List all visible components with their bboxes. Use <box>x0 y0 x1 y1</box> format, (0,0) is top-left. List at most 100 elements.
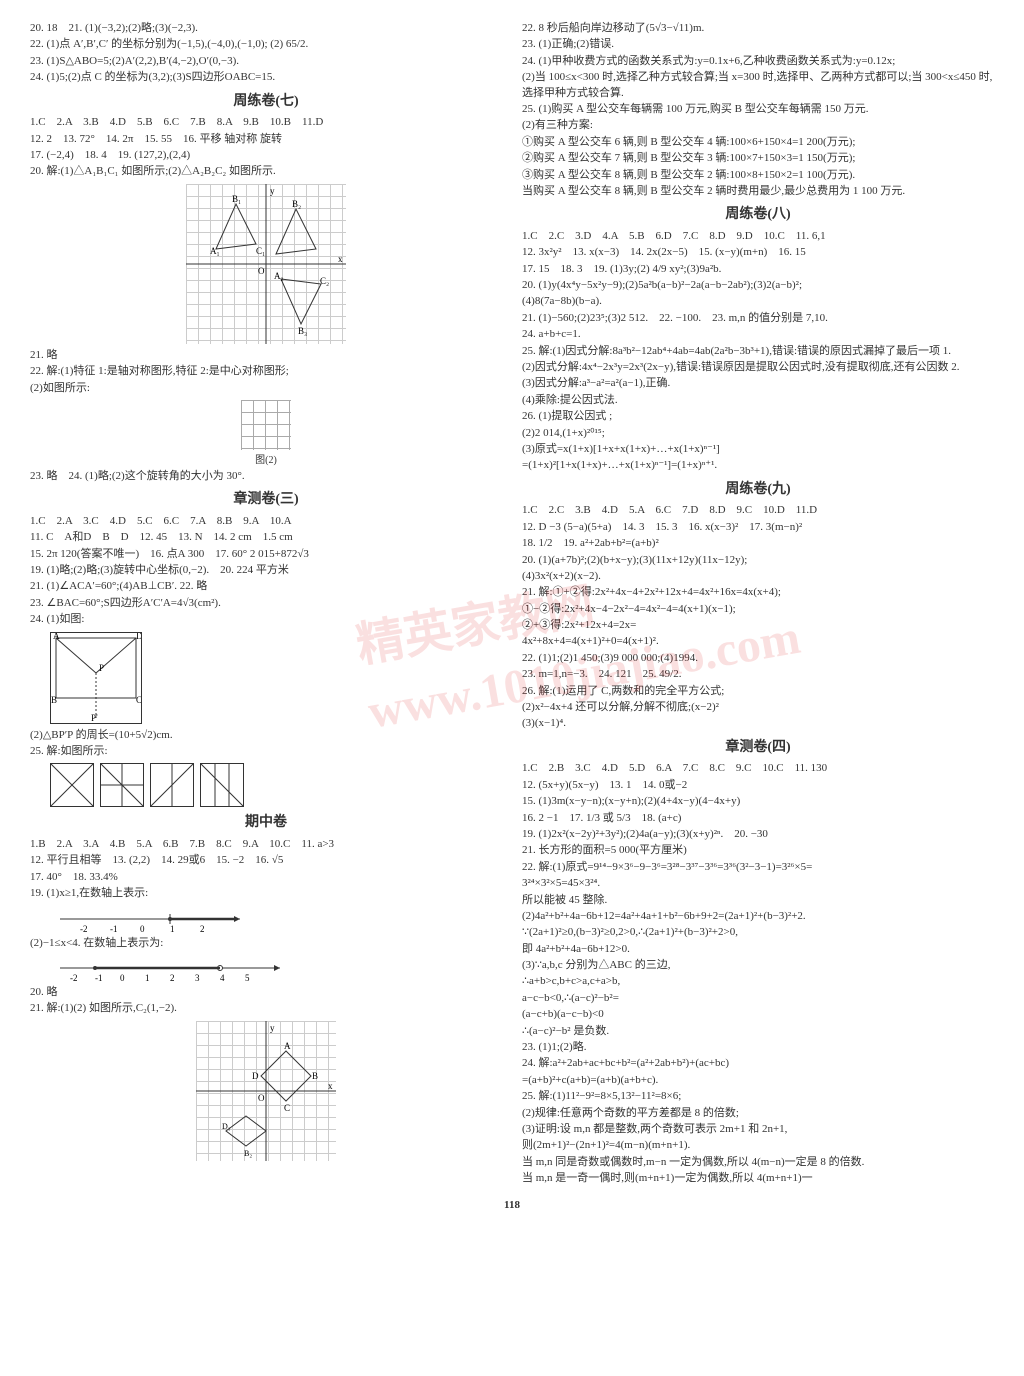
text-line: 23. 略 24. (1)略;(2)这个旋转角的大小为 30°. <box>30 469 502 484</box>
text-line: 22. 解:(1)特征 1:是轴对称图形,特征 2:是中心对称图形; <box>30 364 502 379</box>
text-line: 则(2m+1)²−(2n+1)²=4(m−n)(m+n+1). <box>522 1138 994 1153</box>
text-line: 当购买 A 型公交车 8 辆,则 B 型公交车 2 辆时费用最少,最少总费用为 … <box>522 184 994 199</box>
svg-text:3: 3 <box>195 973 200 983</box>
grid-figure-triangles: x y O B₁ A₁ C₁ B₂ B₃ C₂ A₂ <box>186 184 346 344</box>
svg-text:-2: -2 <box>70 973 78 983</box>
text-line: (3)原式=x(1+x)[1+x+x(1+x)+…+x(1+x)ⁿ⁻¹] <box>522 442 994 457</box>
svg-text:C₁: C₁ <box>256 246 265 256</box>
text-line: 21. 略 <box>30 348 502 363</box>
page-number: 118 <box>30 1198 994 1213</box>
svg-text:B₃: B₃ <box>298 326 307 336</box>
text-line: 25. 解:(1)11²−9²=8×5,13²−11²=8×6; <box>522 1089 994 1104</box>
svg-text:C: C <box>284 1103 290 1113</box>
svg-text:2: 2 <box>170 973 175 983</box>
text-line: ∵(2a+1)²≥0,(b−3)²≥0,2>0,∴(2a+1)²+(b−3)²+… <box>522 925 994 940</box>
text-line: 24. (1)甲种收费方式的函数关系式为:y=0.1x+6,乙种收费函数关系式为… <box>522 54 994 69</box>
text-line: 23. m=1,n=−3. 24. 121 25. 49/2. <box>522 667 994 682</box>
text-line: 所以能被 45 整除. <box>522 893 994 908</box>
text-line: 1.C 2.B 3.C 4.D 5.D 6.A 7.C 8.C 9.C 10.C… <box>522 761 994 776</box>
svg-text:1: 1 <box>170 924 175 934</box>
text-line: ③购买 A 型公交车 8 辆,则 B 型公交车 2 辆:100×8+150×2=… <box>522 168 994 183</box>
text-line: (3)(x−1)⁴. <box>522 716 994 731</box>
text-line: 21. 解:①+②得:2x²+4x−4+2x²+12x+4=4x²+16x=4x… <box>522 585 994 600</box>
text-line: 24. 解:a²+2ab+ac+bc+b²=(a²+2ab+b²)+(ac+bc… <box>522 1056 994 1071</box>
section-title-qizhong: 期中卷 <box>30 813 502 833</box>
text-line: 12. D −3 (5−a)(5+a) 14. 3 15. 3 16. x(x−… <box>522 520 994 535</box>
text-line: 20. 解:(1)△A₁B₁C₁ 如图所示;(2)△A₂B₂C₂ 如图所示. <box>30 164 502 179</box>
text-line: 21. (1)∠ACA′=60°;(4)AB⊥CB′. 22. 略 <box>30 579 502 594</box>
text-line: (4)乘除:提公因式法. <box>522 393 994 408</box>
text-line: =(a+b)²+c(a+b)=(a+b)(a+b+c). <box>522 1073 994 1088</box>
svg-text:x: x <box>338 254 343 264</box>
text-line: 19. (1)2x²(x−2y)²+3y²);(2)4a(a−y);(3)(x+… <box>522 827 994 842</box>
left-column: 20. 18 21. (1)(−3,2);(2)略;(3)(−2,3). 22.… <box>30 20 502 1188</box>
text-line: 12. 平行且相等 13. (2,2) 14. 29或6 15. −2 16. … <box>30 853 502 868</box>
svg-text:B₂: B₂ <box>244 1149 252 1158</box>
svg-text:B: B <box>51 695 57 705</box>
svg-text:P′: P′ <box>91 713 98 723</box>
page-container: 20. 18 21. (1)(−3,2);(2)略;(3)(−2,3). 22.… <box>30 20 994 1188</box>
text-line: (4)3x²(x+2)(x−2). <box>522 569 994 584</box>
text-line: 22. 解:(1)原式=9¹⁴−9×3⁶−9−3⁶=3²⁸−3³⁷−3³⁶=3³… <box>522 860 994 875</box>
text-line: =(1+x)²[1+x(1+x)+…+x(1+x)ⁿ⁻¹]=(1+x)ⁿ⁺¹. <box>522 458 994 473</box>
text-line: 1.C 2.C 3.B 4.D 5.A 6.C 7.D 8.D 9.C 10.D… <box>522 503 994 518</box>
svg-text:1: 1 <box>145 973 150 983</box>
text-line: (3)∵a,b,c 分别为△ABC 的三边, <box>522 958 994 973</box>
text-line: 当 m,n 是一奇一偶时,则(m+n+1)一定为偶数,所以 4(m+n+1)一 <box>522 1171 994 1186</box>
section-title-zhoulian8: 周练卷(八) <box>522 205 994 225</box>
numberline-1: -2 -1 0 1 2 <box>50 904 250 934</box>
text-line: ②+③得:2x²+12x+4=2x= <box>522 618 994 633</box>
text-line: 12. (5x+y)(5x−y) 13. 1 14. 0或−2 <box>522 778 994 793</box>
left-pre: 20. 18 21. (1)(−3,2);(2)略;(3)(−2,3). 22.… <box>30 21 502 86</box>
text-line: 15. 2π 120(答案不唯一) 16. 点A 300 17. 60° 2 0… <box>30 547 502 562</box>
text-line: 1.B 2.A 3.A 4.B 5.A 6.B 7.B 8.C 9.A 10.C… <box>30 837 502 852</box>
text-line: 15. (1)3m(x−y−n);(x−y+n);(2)(4+4x−y)(4−4… <box>522 794 994 809</box>
text-line: 18. 1/2 19. a²+2ab+b²=(a+b)² <box>522 536 994 551</box>
text-line: 25. 解:(1)因式分解:8a³b²−12ab⁴+4ab=4ab(2a²b−3… <box>522 344 994 359</box>
text-line: 1.C 2.C 3.D 4.A 5.B 6.D 7.C 8.D 9.D 10.C… <box>522 229 994 244</box>
text-line: 22. 8 秒后船向岸边移动了(5√3−√11)m. <box>522 21 994 36</box>
svg-text:P: P <box>99 663 104 673</box>
text-line: 1.C 2.A 3.C 4.D 5.C 6.C 7.A 8.B 9.A 10.A <box>30 514 502 529</box>
text-line: 17. 40° 18. 33.4% <box>30 870 502 885</box>
svg-text:A: A <box>53 633 60 641</box>
svg-text:O: O <box>258 1093 265 1103</box>
svg-text:C: C <box>136 695 141 705</box>
four-squares-row <box>50 763 482 807</box>
text-line: 3²⁴×3²×5=45×3²⁴. <box>522 876 994 891</box>
text-line: 26. 解:(1)运用了 C,两数和的完全平方公式; <box>522 684 994 699</box>
svg-text:y: y <box>270 1023 275 1033</box>
svg-text:-1: -1 <box>110 924 118 934</box>
text-line: 23. (1)正确;(2)错误. <box>522 37 994 52</box>
text-line: (2)2 014,(1+x)²⁰¹⁵; <box>522 426 994 441</box>
text-line: (2)当 100≤x<300 时,选择乙种方式较合算;当 x=300 时,选择甲… <box>522 70 994 101</box>
text-line: 21. 长方形的面积=5 000(平方厘米) <box>522 843 994 858</box>
svg-text:A₂: A₂ <box>274 271 284 281</box>
svg-text:D: D <box>252 1071 259 1081</box>
text-line: 12. 2 13. 72° 14. 2π 15. 55 16. 平移 轴对称 旋… <box>30 132 502 147</box>
text-line: (2)x²−4x+4 还可以分解,分解不彻底;(x−2)² <box>522 700 994 715</box>
svg-text:0: 0 <box>140 924 145 934</box>
numberline-2: -2 -1 0 1 2 3 4 5 <box>50 953 250 983</box>
text-line: 24. (1)如图: <box>30 612 502 627</box>
svg-text:A₁: A₁ <box>210 246 220 256</box>
svg-text:y: y <box>270 186 275 196</box>
text-line: (2)4a²+b²+4a−6b+12=4a²+4a+1+b²−6b+9+2=(2… <box>522 909 994 924</box>
text-line: 25. (1)购买 A 型公交车每辆需 100 万元,购买 B 型公交车每辆需 … <box>522 102 994 117</box>
grid-figure-rhombus: x y O A B C D D₁ B₂ <box>196 1021 336 1161</box>
svg-text:A: A <box>284 1041 291 1051</box>
text-line: 20. 18 21. (1)(−3,2);(2)略;(3)(−2,3). <box>30 21 502 36</box>
svg-text:2: 2 <box>200 924 205 934</box>
text-line: 即 4a²+b²+4a−6b+12>0. <box>522 942 994 957</box>
text-line: 20. (1)y(4x⁴y−5x²y−9);(2)5a²b(a−b)²−2a(a… <box>522 278 994 293</box>
text-line: ①−②得:2x²+4x−4−2x²−4=4x²−4=4(x+1)(x−1); <box>522 602 994 617</box>
text-line: 23. (1)1;(2)略. <box>522 1040 994 1055</box>
svg-text:0: 0 <box>120 973 125 983</box>
text-line: 23. (1)S△ABO=5;(2)A′(2,2),B′(4,−2),O′(0,… <box>30 54 502 69</box>
svg-text:-2: -2 <box>80 924 88 934</box>
section-title-zhangce4: 章测卷(四) <box>522 738 994 758</box>
svg-text:B₂: B₂ <box>292 199 301 209</box>
text-line: 17. (−2,4) 18. 4 19. (127,2),(2,4) <box>30 148 502 163</box>
text-line: (3)证明:设 m,n 都是整数,两个奇数可表示 2m+1 和 2n+1, <box>522 1122 994 1137</box>
text-line: ∴a+b>c,b+c>a,c+a>b, <box>522 974 994 989</box>
